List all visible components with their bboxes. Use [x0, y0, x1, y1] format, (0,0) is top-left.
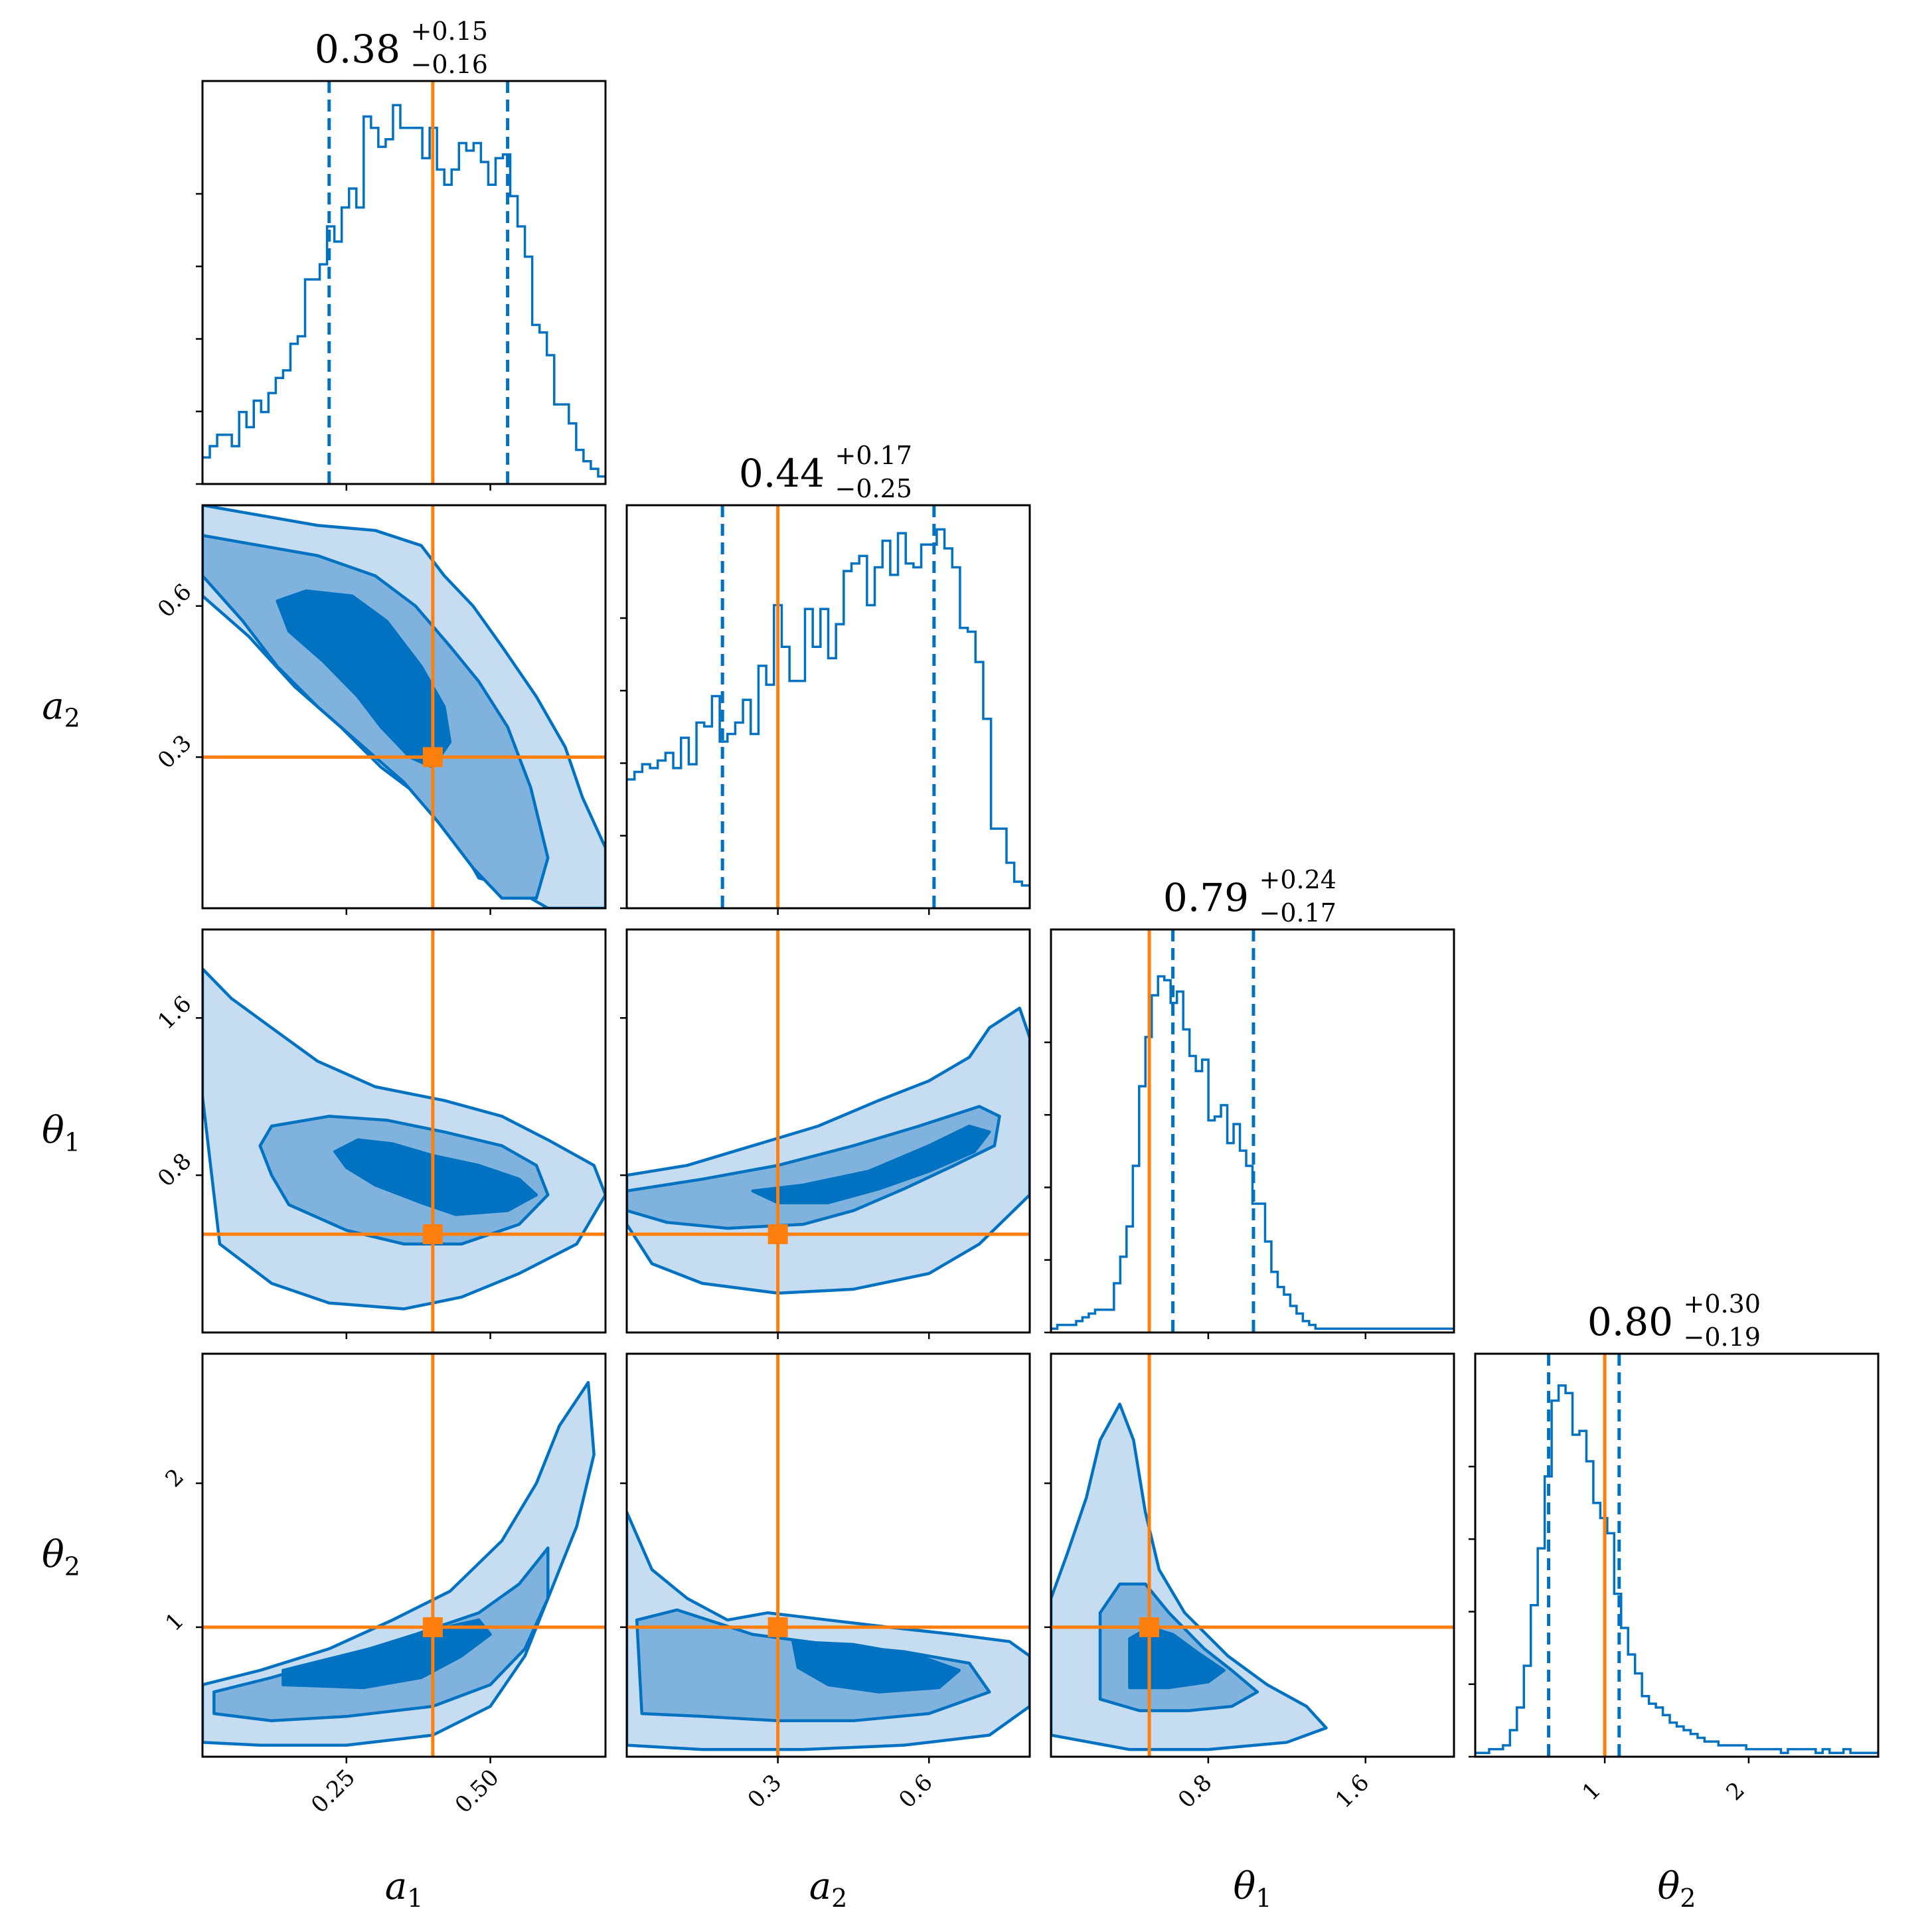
histogram-a1 [202, 104, 605, 478]
panel-theta2-a1: 1 2 0.25 0.50 [160, 1352, 607, 1818]
panel-frame [625, 504, 1031, 910]
y-tick-label: 0.3 [153, 730, 197, 774]
x-axis-label-a1-subscript: 1 [407, 1884, 423, 1913]
x-axis-label-a2: a2 [809, 1865, 848, 1913]
contour-level-3 [1128, 1625, 1226, 1690]
histogram-a2 [627, 528, 1030, 887]
panel-frame [625, 1352, 1031, 1758]
histogram-theta1 [1051, 975, 1454, 1330]
y-axis-label-theta2-subscript: 2 [64, 1552, 80, 1581]
panel-frame [201, 80, 607, 485]
contour-level-3 [333, 1138, 538, 1216]
panel-a1-a1: 0.38 +0.15 −0.16 [196, 17, 607, 491]
y-axis-label-theta1: θ1 [42, 1109, 80, 1157]
panel-frame [201, 928, 607, 1334]
x-axis-label-a2-subscript: 2 [831, 1884, 847, 1913]
x-tick-label: 2 [1721, 1777, 1750, 1806]
truth-marker [767, 1617, 788, 1637]
x-tick-label: 0.8 [1173, 1769, 1218, 1814]
truth-marker [1139, 1617, 1160, 1637]
panel-title-minus: −0.19 [1684, 1323, 1761, 1352]
x-axis-label-a1: a1 [385, 1865, 424, 1913]
panel-frame [625, 928, 1031, 1334]
panel-title-plus: +0.17 [835, 441, 912, 470]
y-axis-label-a2: a2 [42, 685, 80, 733]
x-tick-label: 1 [1577, 1777, 1607, 1806]
y-tick-label: 2 [160, 1464, 189, 1493]
x-axis-label-theta1-subscript: 1 [1255, 1884, 1271, 1913]
panel-frame [1050, 1352, 1455, 1758]
y-tick-label: 1 [160, 1607, 189, 1637]
contour-level-2 [627, 1105, 1001, 1230]
panel-frame [1474, 1352, 1880, 1758]
panel-theta2-a2: 0.3 0.6 [620, 1352, 1031, 1814]
x-axis-label-theta2-subscript: 2 [1680, 1884, 1696, 1913]
panel-title-plus: +0.30 [1684, 1289, 1761, 1319]
panel-title-median: 0.80 [1587, 1299, 1673, 1344]
contour-level-3 [751, 1124, 991, 1204]
y-tick-label: 0.6 [153, 579, 197, 623]
panel-theta1-a2 [620, 928, 1031, 1339]
panel-title-minus: −0.17 [1259, 898, 1336, 927]
y-tick-label: 0.8 [153, 1148, 197, 1192]
truth-marker [767, 1224, 788, 1244]
x-axis-label-theta2: θ2 [1658, 1865, 1696, 1913]
x-axis-label-theta1: θ1 [1234, 1865, 1272, 1913]
panel-frame [201, 1352, 607, 1758]
x-tick-label: 0.25 [306, 1764, 361, 1818]
panel-frame [1050, 928, 1455, 1334]
panel-title-plus: +0.24 [1259, 865, 1336, 894]
y-axis-label-theta1-subscript: 1 [64, 1128, 80, 1157]
panel-theta1-a1: 0.8 1.6 [153, 928, 607, 1339]
panel-title-minus: −0.25 [835, 474, 912, 503]
y-axis-label-a2-subscript: 2 [64, 704, 80, 733]
x-tick-label: 0.50 [450, 1764, 505, 1818]
panel-title-median: 0.38 [315, 27, 400, 72]
contour-level-3 [791, 1640, 961, 1694]
axis-labels: a1 a2 θ1 θ2 a2 θ1 θ2 [42, 685, 1696, 1913]
truth-marker [422, 747, 443, 767]
x-tick-label: 0.6 [894, 1769, 938, 1814]
panel-theta1-theta1: 0.79 +0.24 −0.17 [1044, 865, 1455, 1339]
panel-title-minus: −0.16 [411, 50, 488, 79]
panel-a2-a1: 0.3 0.6 [153, 504, 607, 915]
corner-panels: 0.38 +0.15 −0.16 0.3 0.6 0.44 +0.17 −0.25 0.8 1.6… [153, 17, 1880, 1818]
y-axis-label-theta2: θ2 [42, 1534, 80, 1581]
x-tick-label: 1.6 [1330, 1769, 1375, 1814]
panel-frame [201, 504, 607, 910]
x-tick-label: 0.3 [743, 1769, 787, 1814]
truth-marker [422, 1617, 443, 1637]
histogram-theta2 [1475, 1384, 1878, 1755]
truth-marker [422, 1224, 443, 1244]
panel-title-median: 0.79 [1163, 875, 1249, 920]
panel-theta2-theta1: 0.8 1.6 [1044, 1352, 1455, 1814]
panel-a2-a2: 0.44 +0.17 −0.25 [620, 441, 1031, 915]
y-tick-label: 1.6 [153, 991, 197, 1035]
panel-theta2-theta2: 0.80 +0.30 −0.19 1 2 [1469, 1289, 1880, 1806]
panel-title-plus: +0.15 [411, 17, 488, 46]
panel-title-median: 0.44 [739, 451, 825, 496]
